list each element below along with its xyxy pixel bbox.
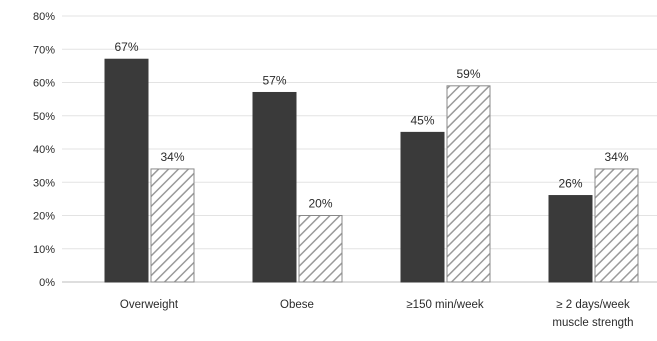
category-label: ≥150 min/week [406,299,484,311]
data-label: 34% [604,150,628,164]
bar-series-2 [446,85,491,283]
x-axis-labels: Overweight Obese ≥150 min/week ≥ 2 days/wee… [120,299,634,329]
data-label: 34% [160,150,184,164]
bars [104,58,639,283]
bar-series-2 [150,168,195,283]
y-axis: 0% 10% 20% 30% 40% 50% 60% 70% 80% [33,11,55,289]
bar-series-2 [298,215,343,283]
y-tick-label: 0% [39,277,55,289]
y-tick-label: 80% [33,11,55,23]
y-tick-label: 60% [33,78,55,90]
y-tick-label: 40% [33,144,55,156]
data-label: 57% [262,73,286,87]
y-tick-label: 30% [33,177,55,189]
data-label: 45% [410,113,434,127]
category-label: Overweight [120,299,179,311]
data-label: 20% [308,197,332,211]
category-label: muscle strength [552,317,633,329]
bar-series-2 [594,168,639,283]
bar-series-1 [400,131,445,283]
data-label: 59% [456,67,480,81]
category-label: ≥ 2 days/week [556,299,630,311]
bar-series-1 [252,91,297,283]
y-tick-label: 50% [33,111,55,123]
y-tick-label: 10% [33,244,55,256]
y-tick-label: 20% [33,211,55,223]
data-label: 67% [114,40,138,54]
y-tick-label: 70% [33,44,55,56]
data-labels: 67% 57% 45% 26% 34% 20% 59% 34% [114,40,628,210]
data-label: 26% [558,177,582,191]
bar-series-1 [548,195,593,283]
category-label: Obese [280,299,314,311]
bar-series-1 [104,58,149,283]
